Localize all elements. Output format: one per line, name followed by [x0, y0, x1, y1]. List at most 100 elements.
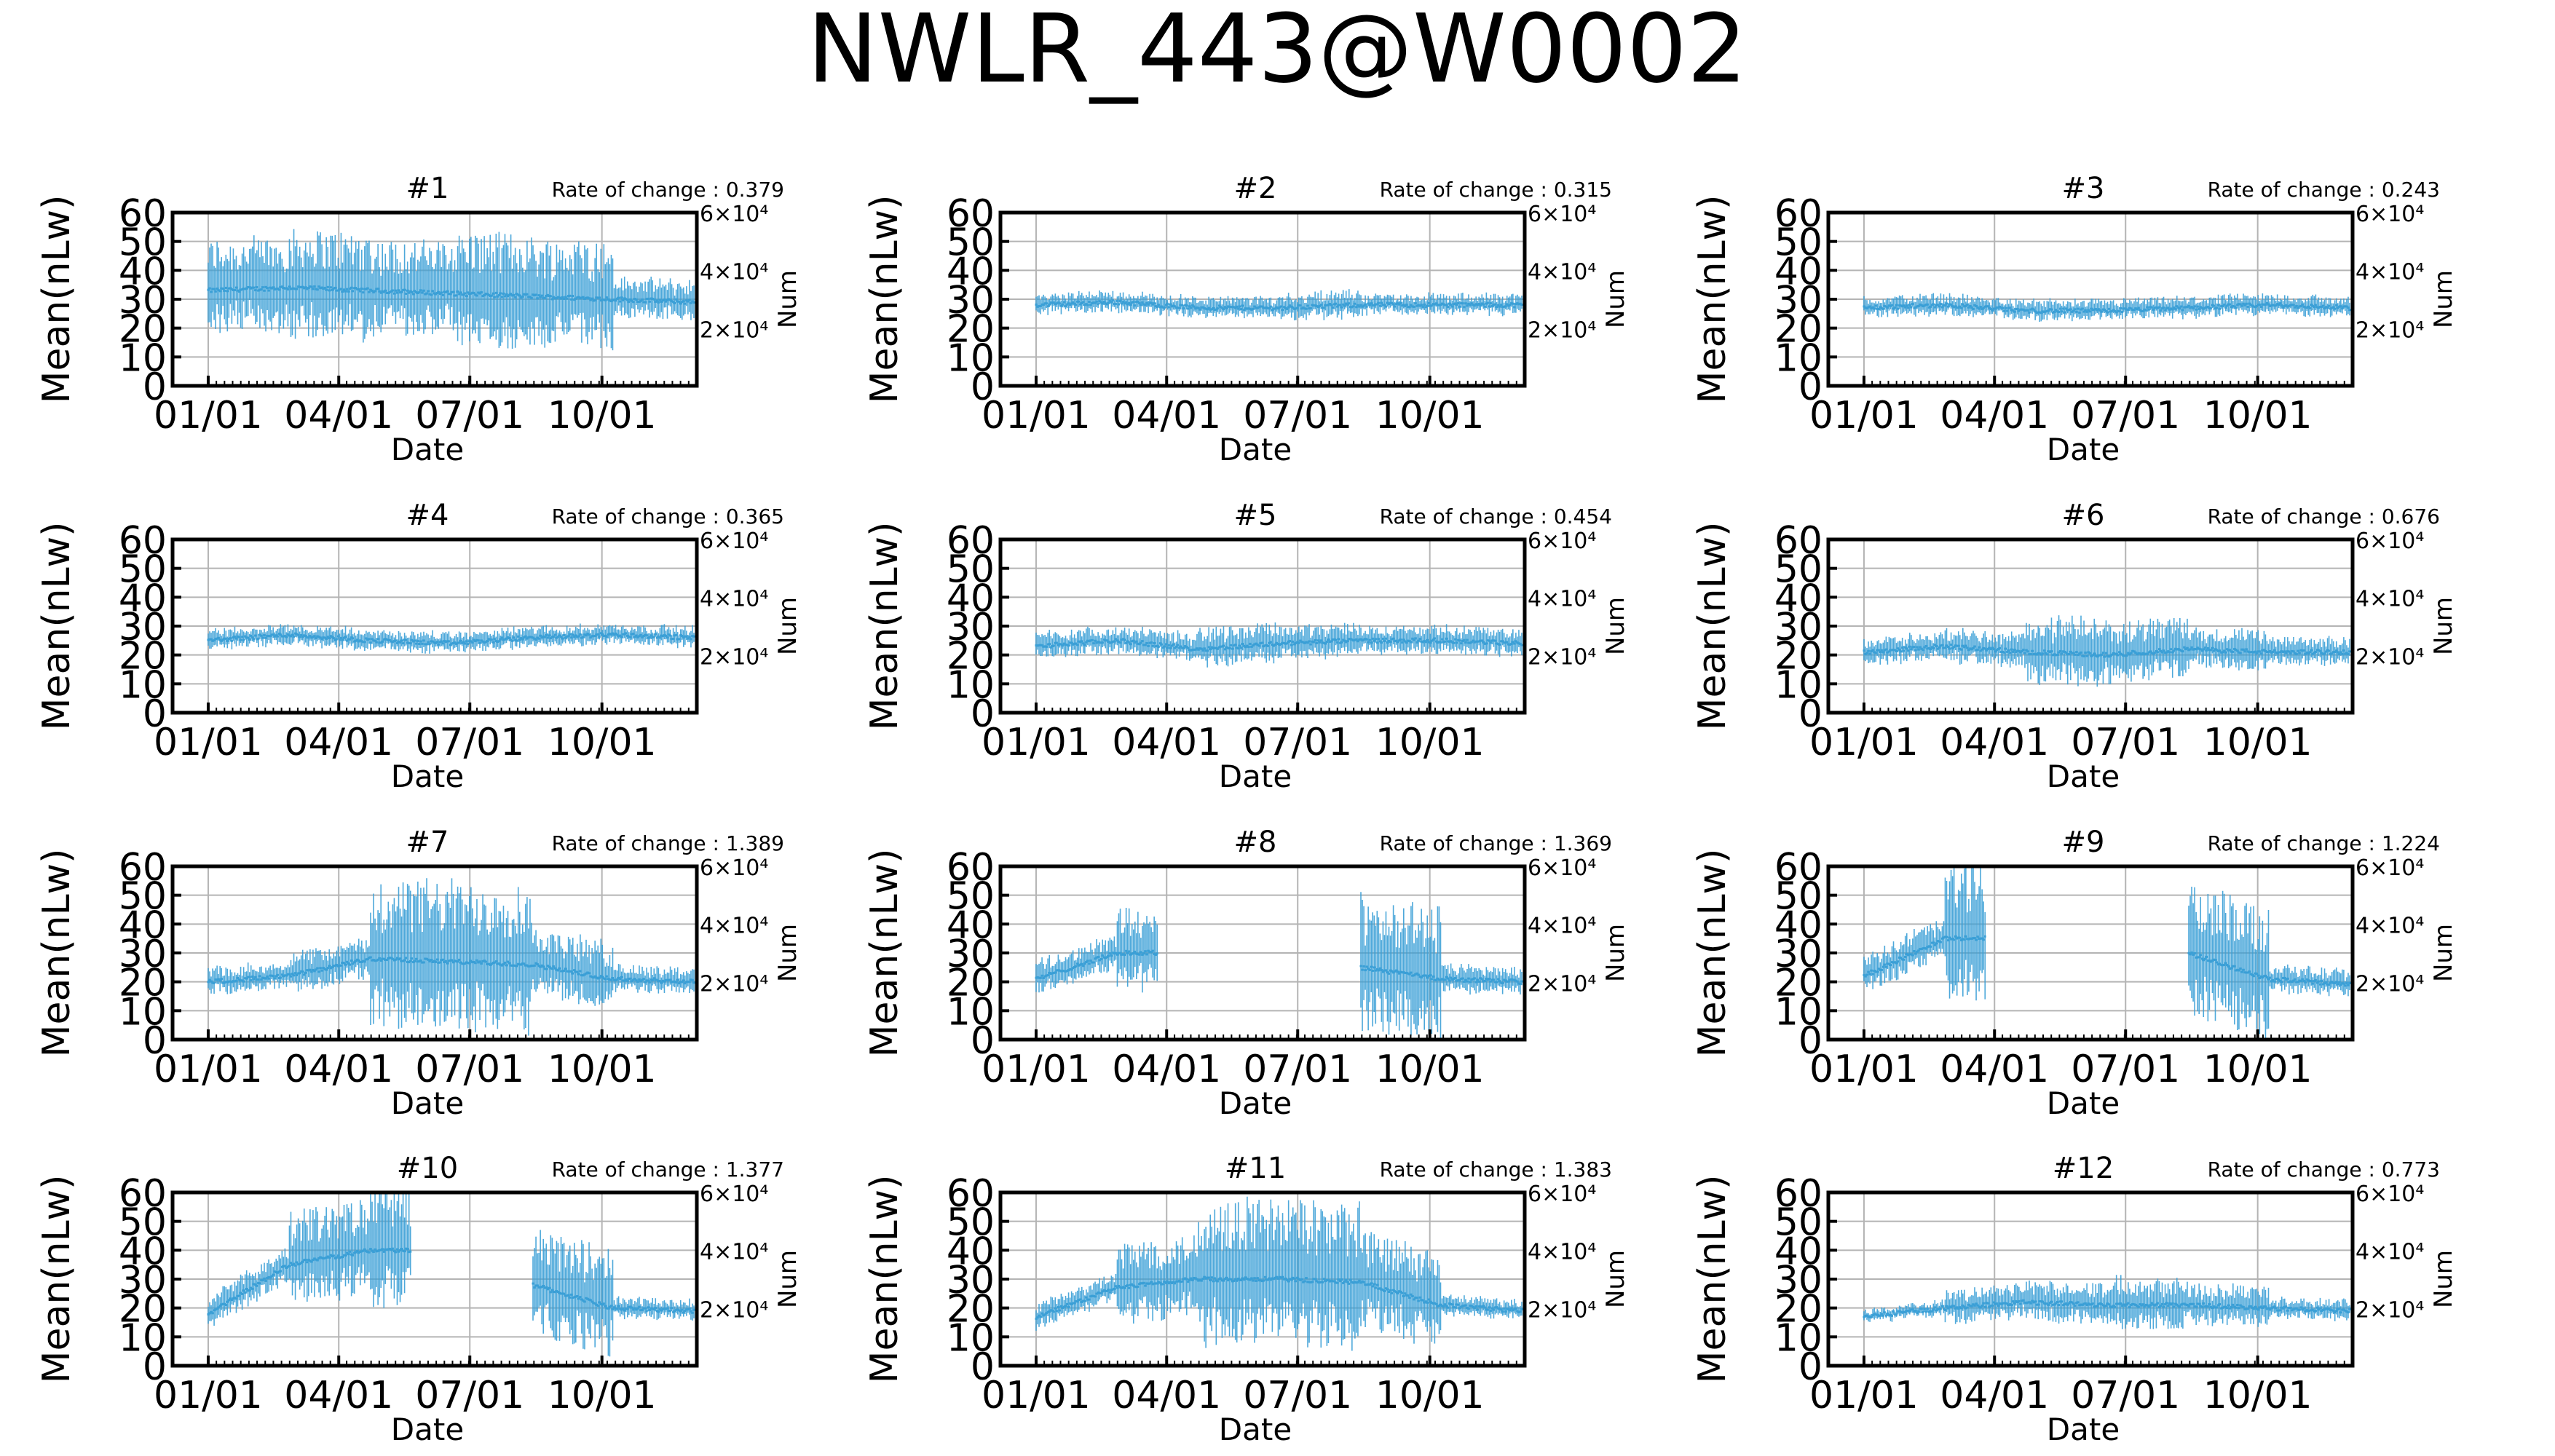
data-point — [304, 635, 307, 638]
data-point — [1069, 304, 1072, 306]
data-point — [1986, 647, 1989, 650]
data-point — [224, 286, 227, 289]
data-point — [369, 641, 372, 644]
data-point — [1054, 303, 1057, 306]
data-point — [2181, 309, 2184, 312]
data-point — [1268, 641, 1271, 644]
data-point — [359, 290, 362, 293]
data-point — [2212, 649, 2215, 652]
data-point — [2146, 306, 2149, 309]
data-point — [382, 290, 385, 293]
data-point — [1247, 307, 1250, 310]
data-point — [461, 293, 464, 296]
data-point — [299, 636, 301, 638]
data-point — [1237, 307, 1240, 310]
data-point — [542, 635, 545, 638]
data-point — [2254, 306, 2256, 309]
data-point — [230, 639, 233, 642]
data-point — [605, 636, 608, 638]
data-point — [2081, 654, 2084, 657]
data-point — [390, 957, 392, 960]
data-point — [1473, 304, 1476, 307]
data-point — [1231, 306, 1234, 309]
data-point — [1375, 641, 1378, 644]
data-point — [1194, 648, 1197, 651]
data-point — [438, 293, 441, 296]
data-point — [1429, 304, 1431, 307]
data-point — [2286, 305, 2289, 308]
data-point — [690, 638, 692, 641]
data-point — [636, 301, 639, 304]
data-point — [2097, 654, 2100, 657]
data-point — [379, 291, 382, 294]
y-tick-label: 20 — [119, 308, 167, 352]
data-point — [247, 636, 250, 639]
data-point — [573, 298, 576, 301]
data-point — [523, 636, 526, 639]
data-point — [1377, 638, 1380, 641]
data-point — [2238, 651, 2240, 654]
data-point — [1299, 304, 1302, 307]
data-point — [2041, 310, 2044, 313]
data-point — [2273, 649, 2276, 652]
data-point — [1989, 307, 1992, 310]
data-point — [2087, 309, 2090, 312]
data-point — [1039, 644, 1042, 646]
data-point — [1920, 304, 1923, 306]
data-point — [1180, 304, 1182, 306]
x-tick-label: 07/01 — [2071, 721, 2180, 764]
data-point — [593, 635, 596, 638]
data-point — [2055, 654, 2058, 657]
data-point — [1345, 641, 1348, 644]
data-point — [2077, 654, 2080, 657]
data-point — [1380, 301, 1383, 304]
data-point — [1370, 641, 1373, 644]
data-point — [1381, 637, 1384, 640]
data-point — [480, 291, 483, 294]
data-point — [1327, 638, 1330, 641]
y-tick-label: 40 — [119, 577, 167, 620]
data-point — [1111, 640, 1114, 643]
data-point — [526, 293, 529, 296]
data-point — [237, 976, 240, 979]
data-point — [2085, 310, 2088, 313]
y2-axis-label: Num — [2429, 270, 2458, 328]
data-point — [474, 640, 477, 643]
panel-title: #4 — [406, 499, 449, 532]
data-point — [468, 640, 471, 643]
data-point — [2235, 649, 2238, 652]
data-point — [483, 641, 486, 644]
data-point — [342, 288, 345, 291]
data-point — [2313, 652, 2315, 654]
data-point — [241, 636, 244, 638]
data-point — [1121, 638, 1124, 641]
data-point — [2051, 311, 2054, 314]
data-point — [2249, 304, 2252, 306]
data-point — [1244, 307, 1247, 310]
data-point — [1473, 641, 1476, 644]
data-point — [459, 291, 462, 294]
data-point — [440, 291, 443, 294]
data-point — [1509, 643, 1512, 646]
data-point — [415, 957, 418, 960]
data-point — [1469, 304, 1472, 306]
data-point — [384, 958, 387, 961]
data-point — [307, 287, 310, 290]
data-point — [2028, 653, 2031, 656]
data-point — [1240, 646, 1243, 649]
data-point — [1512, 641, 1515, 644]
data-point — [2136, 308, 2139, 311]
data-point — [1278, 306, 1281, 309]
data-point — [599, 632, 602, 635]
data-point — [500, 636, 503, 639]
data-point — [533, 637, 536, 640]
data-point — [400, 960, 403, 962]
data-point — [388, 956, 391, 959]
data-point — [1456, 641, 1458, 644]
data-point — [497, 962, 500, 965]
data-point — [1871, 306, 1874, 309]
data-point — [1458, 305, 1461, 308]
data-point — [1180, 645, 1182, 648]
x-tick-label: 04/01 — [1112, 394, 1221, 438]
